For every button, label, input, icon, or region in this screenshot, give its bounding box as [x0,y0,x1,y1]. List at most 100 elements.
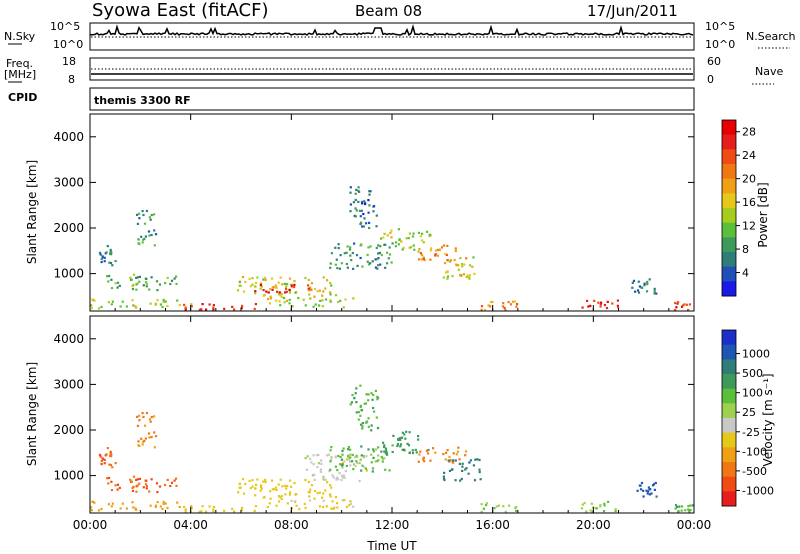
power-cell [446,244,449,247]
velocity-cell [360,445,363,448]
velocity-cell [330,486,333,489]
power-cell [150,276,153,279]
power-cell [291,285,295,288]
velocity-cell [388,469,391,472]
power-cell [304,304,307,307]
power-cell [285,287,288,290]
velocity-cell [283,484,286,487]
power-cell [430,247,433,250]
power-cell [233,308,236,311]
power-cell [509,303,513,306]
power-cell [330,252,333,255]
velocity-cell [284,493,287,496]
velocity-cell [281,485,284,488]
power-cell [454,249,457,253]
velocity-cell [304,457,307,460]
power-cell [357,200,360,203]
power-cell [158,283,162,286]
power-cell [453,258,456,262]
power-echo-region [267,296,355,309]
velocity-cell [255,483,258,486]
velocity-cell [678,505,681,508]
power-cell [288,298,291,301]
power-cell [125,305,128,308]
power-cell [352,267,355,270]
power-cell [412,244,415,247]
power-cell [503,306,506,309]
power-cell [150,214,153,217]
velocity-cell [384,452,387,455]
power-cell [314,303,317,306]
velocity-cell [383,445,386,449]
velocity-cell [351,453,354,457]
power-cell [646,280,649,283]
velocity-cell [360,469,363,472]
velocity-cell [367,425,370,428]
power-cell [321,305,324,308]
velocity-cell [401,448,404,451]
velocity-cell [355,387,358,390]
velocity-cell [345,464,348,468]
power-cell [307,284,310,287]
velocity-panel: 00:00 04:00 08:00 12:00 16:00 20:00 00:00 1000 2… [25,315,775,532]
power-colorbar-tick-label: 4 [742,267,749,280]
velocity-cell [305,468,308,471]
power-cell [109,261,113,265]
power-cell [248,277,251,280]
power-cell [162,298,165,301]
power-ytick-label: 1000 [53,267,84,281]
velocity-cell [458,458,461,461]
power-cell [162,300,165,303]
power-cell [129,276,132,279]
velocity-cell [259,489,262,492]
power-cell [418,258,421,261]
velocity-cell [341,449,344,453]
velocity-cell [262,480,265,483]
velocity-cell [377,454,380,457]
velocity-cell [233,510,236,513]
velocity-cell [461,462,464,465]
velocity-cell [349,464,352,467]
velocity-cell [478,458,481,462]
velocity-echo-region [106,475,178,494]
velocity-cell [279,478,282,481]
velocity-cell [145,485,148,488]
power-cell [480,305,484,308]
velocity-cell [366,420,369,423]
power-cell [411,235,415,238]
velocity-cell [156,501,159,504]
power-cell [468,264,472,267]
beam-title: Beam 08 [355,2,422,20]
power-cell [269,297,273,300]
power-cell [390,261,393,264]
velocity-cell [450,468,453,471]
power-ytick-label: 2000 [53,221,84,235]
velocity-cell [464,468,467,471]
velocity-cell [242,492,246,495]
power-cell [110,287,114,290]
power-cell [105,251,108,254]
power-cell [368,190,371,193]
power-cell [422,256,425,259]
power-cell [380,237,383,240]
power-cell [349,203,352,206]
power-cell [293,280,296,283]
velocity-cell [260,484,263,487]
velocity-cell [467,472,470,475]
power-cell [90,304,93,307]
velocity-colorbar-swatch [722,462,736,478]
velocity-cell [249,487,252,490]
velocity-cell [401,431,404,434]
power-cell [631,281,634,284]
power-cell [330,284,333,287]
power-cell [377,244,380,247]
power-cell [329,282,332,285]
power-cell [434,253,437,256]
power-cell [611,302,614,305]
velocity-cell [190,507,193,510]
power-cell [419,235,422,238]
velocity-cell [417,438,420,441]
power-cell [676,302,679,305]
velocity-cell [422,458,425,461]
power-cell [294,291,297,294]
